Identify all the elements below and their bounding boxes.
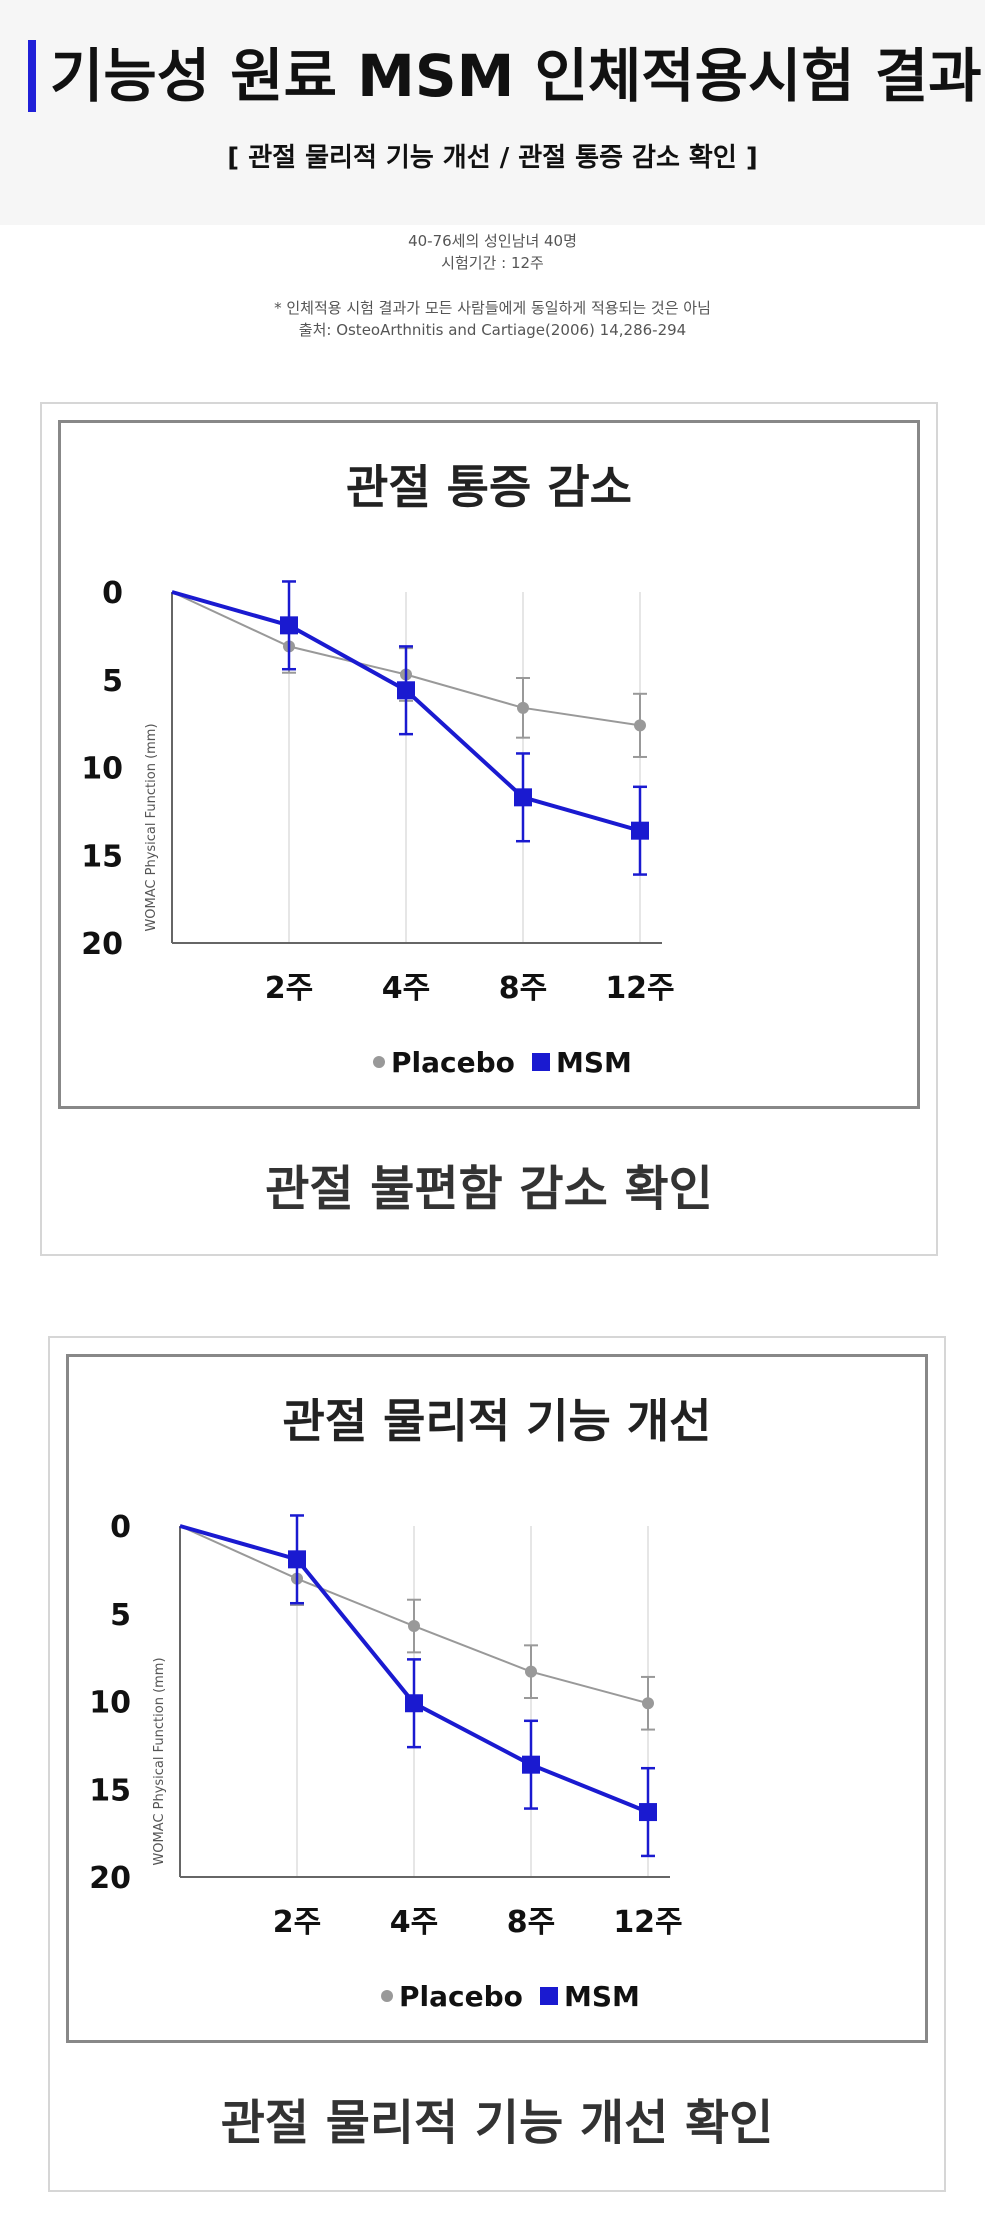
chart-legend: Placebo MSM [373,1046,632,1079]
x-tick-label: 8주 [499,971,547,1006]
chart-function-svg: 0 5 10 15 20 2주 4주 8주 12주 WOMAC Physical Function… [89,1510,682,2013]
chart-title: 관절 물리적 기능 개선 [282,1394,712,1448]
data-point-placebo [525,1665,537,1678]
data-point-msm [522,1755,540,1774]
y-tick-label: 10 [89,1686,131,1721]
study-period: 시험기간 : 12주 [441,254,544,272]
chart-title: 관절 통증 감소 [346,460,632,514]
data-point-msm [639,1803,657,1822]
y-tick-label: 15 [81,839,123,874]
x-tick-label: 4주 [382,971,430,1006]
y-tick-label: 20 [81,927,123,962]
data-point-msm [397,681,415,700]
chart-caption: 관절 물리적 기능 개선 확인 [220,2095,774,2151]
data-point-msm [280,616,298,635]
source-citation: 출처: OsteoArthnitis and Cartiage(2006) 14… [298,321,687,339]
legend-marker-msm [532,1053,550,1071]
x-tick-label: 12주 [613,1905,682,1940]
y-tick-label: 10 [81,752,123,787]
legend-marker-placebo [381,1990,393,2002]
y-tick-label: 0 [102,576,123,611]
data-point-placebo [408,1620,420,1633]
data-point-msm [631,821,649,840]
chart-card-pain: 관절 통증 감소 0 5 10 15 20 2주 4주 8주 12주 WOMAC Physical… [40,402,938,1256]
y-tick-label: 5 [102,664,123,699]
data-point-msm [288,1550,306,1569]
legend-marker-msm [540,1987,558,2005]
x-tick-label: 2주 [273,1905,321,1940]
chart-caption: 관절 불편함 감소 확인 [265,1161,713,1217]
page-title: 기능성 원료 MSM 인체적용시험 결과 [50,42,982,110]
data-point-msm [514,788,532,807]
chart-pain-svg: 0 5 10 15 20 2주 4주 8주 12주 WOMAC Physical Function… [81,576,674,1079]
y-tick-label: 15 [89,1773,131,1808]
page-subtitle: [ 관절 물리적 기능 개선 / 관절 통증 감소 확인 ] [227,143,758,173]
y-axis-label: WOMAC Physical Function (mm) [144,723,159,931]
legend-marker-placebo [373,1056,385,1068]
data-point-msm [405,1694,423,1713]
legend-label-placebo: Placebo [391,1046,515,1079]
disclaimer-note: * 인체적용 시험 결과가 모든 사람들에게 동일하게 적용되는 것은 아님 [274,299,711,317]
y-tick-label: 0 [110,1510,131,1545]
study-subjects: 40-76세의 성인남녀 40명 [408,232,577,250]
x-tick-label: 4주 [390,1905,438,1940]
page-header: 기능성 원료 MSM 인체적용시험 결과 [ 관절 물리적 기능 개선 / 관절… [0,0,985,225]
chart-frame-pain: 관절 통증 감소 0 5 10 15 20 2주 4주 8주 12주 WOMAC Physical… [58,420,920,1109]
y-tick-label: 20 [89,1861,131,1896]
data-point-placebo [634,719,646,732]
x-tick-label: 8주 [507,1905,555,1940]
chart-card-function: 관절 물리적 기능 개선 0 5 10 15 20 2주 4주 8주 12주 WOMAC Phys… [48,1336,946,2192]
chart-legend: Placebo MSM [381,1980,640,2013]
y-tick-label: 5 [110,1598,131,1633]
chart-frame-function: 관절 물리적 기능 개선 0 5 10 15 20 2주 4주 8주 12주 WOMAC Phys… [66,1354,928,2043]
x-tick-label: 2주 [265,971,313,1006]
legend-label-msm: MSM [556,1046,632,1079]
legend-label-msm: MSM [564,1980,640,2013]
data-point-placebo [642,1697,654,1710]
y-axis-label: WOMAC Physical Function (mm) [152,1657,167,1865]
x-tick-label: 12주 [605,971,674,1006]
data-point-placebo [517,701,529,714]
title-accent-bar [28,40,36,112]
legend-label-placebo: Placebo [399,1980,523,2013]
